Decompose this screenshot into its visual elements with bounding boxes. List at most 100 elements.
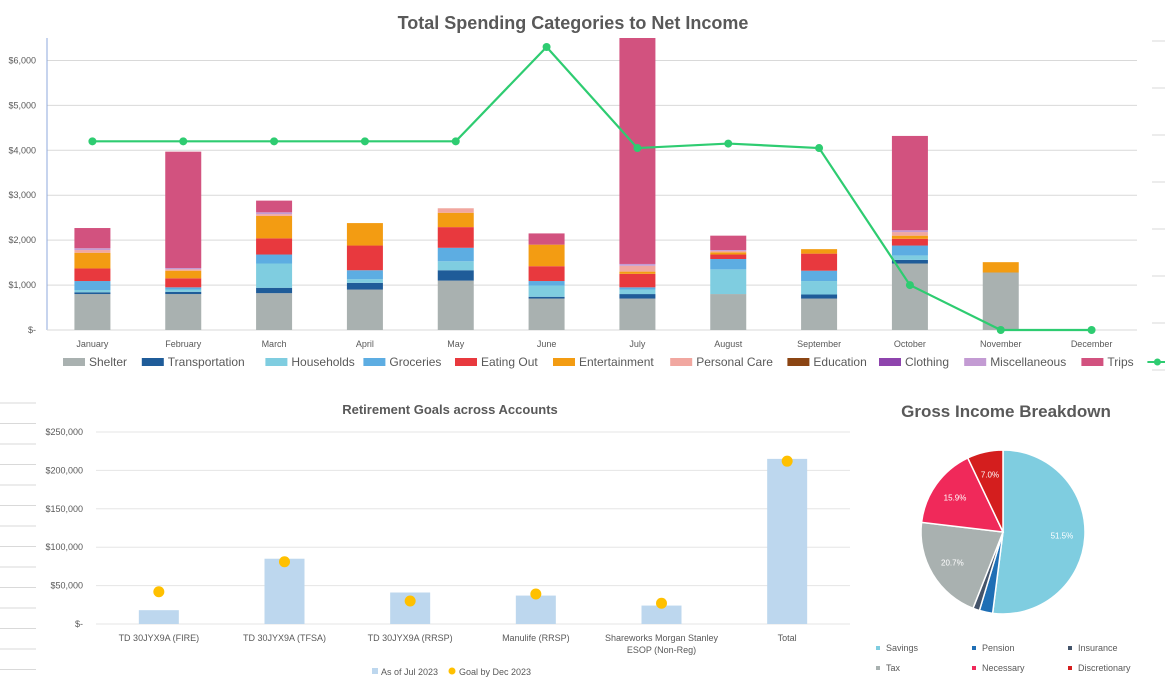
spending-bar-segment	[528, 298, 565, 330]
spending-bar-segment	[437, 227, 474, 248]
income-legend-swatch	[876, 666, 880, 670]
spending-bar-segment	[891, 245, 928, 256]
spending-bar-segment	[74, 228, 111, 249]
spending-bar-segment	[346, 279, 383, 283]
spending-bar-segment	[982, 262, 1019, 273]
spending-y-tick-label: $5,000	[8, 100, 36, 110]
retirement-x-tick-label: ESOP (Non-Reg)	[627, 645, 696, 655]
spending-x-tick-label: September	[797, 339, 841, 349]
income-legend-swatch	[972, 666, 976, 670]
spending-legend-label: Personal Care	[696, 355, 773, 369]
spending-bar-segment	[710, 250, 747, 251]
net-income-line	[92, 45, 1092, 332]
spending-bar-segment	[165, 287, 202, 290]
spending-bar-segment	[346, 282, 383, 290]
spending-legend-label: Trips	[1107, 355, 1133, 369]
spending-bar-segment	[891, 259, 928, 264]
net-income-point	[905, 281, 914, 290]
spending-bar-segment	[74, 250, 111, 253]
income-legend-label: Tax	[886, 663, 901, 673]
retirement-x-tick-label: TD 30JYX9A (RRSP)	[368, 633, 453, 643]
spending-bar-segment	[74, 294, 111, 330]
spending-bar-segment	[256, 238, 293, 255]
spending-bar-segment	[165, 151, 202, 269]
spending-bar-segment	[256, 254, 293, 264]
spending-bar-segment	[619, 298, 656, 330]
net-income-point	[724, 139, 733, 148]
income-pie-label: 51.5%	[1051, 532, 1074, 541]
spending-bar-segment	[346, 270, 383, 280]
spending-legend-label: Entertainment	[579, 355, 654, 369]
retirement-goal-marker	[153, 586, 165, 598]
spending-bar-segment	[74, 268, 111, 282]
income-pie-label: 15.9%	[944, 494, 967, 503]
net-income-point	[360, 137, 369, 146]
spending-bar-segment	[710, 235, 747, 251]
spending-bar-segment	[891, 232, 928, 236]
spending-y-tick-label: $2,000	[8, 235, 36, 245]
retirement-goal-marker	[279, 556, 290, 568]
net-income-point	[542, 42, 551, 51]
retirement-x-tick-label: Manulife (RRSP)	[502, 633, 570, 643]
spending-bar-segment	[619, 271, 656, 274]
income-legend-swatch	[972, 646, 976, 650]
spending-x-tick-label: February	[165, 339, 202, 349]
income-legend-label: Necessary	[982, 663, 1025, 673]
retirement-y-tick-label: $100,000	[45, 542, 83, 552]
spending-y-tick-label: $1,000	[8, 280, 36, 290]
spending-bar-segment	[256, 214, 293, 216]
spending-x-tick-label: July	[629, 339, 646, 349]
income-pie-slice	[966, 449, 1004, 533]
retirement-legend-label: As of Jul 2023	[381, 667, 438, 677]
retirement-y-tick-label: $250,000	[45, 427, 83, 437]
retirement-account-bar	[641, 605, 682, 624]
retirement-legend-label: Goal by Dec 2023	[459, 667, 531, 677]
spending-bar-segment	[165, 291, 202, 295]
spending-bar-segment	[437, 247, 474, 262]
spending-legend-label: Miscellaneous	[990, 355, 1066, 369]
net-income-point	[451, 137, 460, 146]
spending-legend-swatch	[455, 358, 477, 366]
spending-bar-segment	[801, 249, 838, 254]
retirement-account-bar	[767, 458, 808, 624]
spending-bar-segment	[346, 289, 383, 330]
spending-bar-segment	[437, 280, 474, 330]
spending-bar-segment	[619, 263, 656, 266]
spending-bar-segment	[891, 238, 928, 246]
spending-bar-segment	[74, 290, 111, 293]
spending-bar-segment	[256, 263, 293, 288]
retirement-y-tick-label: $-	[75, 619, 83, 629]
spending-legend-label: Education	[813, 355, 866, 369]
spending-bar-segment	[74, 292, 111, 295]
spending-bar-segment	[256, 200, 293, 213]
spending-bar-segment	[891, 230, 928, 233]
spending-bar-segment	[528, 281, 565, 286]
spending-chart-title: Total Spending Categories to Net Income	[398, 13, 749, 33]
spending-bar-segment	[801, 281, 838, 295]
spending-bar-segment	[437, 208, 474, 213]
spending-legend-label: Groceries	[389, 355, 441, 369]
spending-bar-segment	[710, 294, 747, 330]
spending-legend-swatch	[787, 358, 810, 366]
spending-legend-swatch	[879, 358, 901, 366]
spending-legend-label: Eating Out	[481, 355, 538, 369]
retirement-account-bar	[515, 595, 556, 624]
net-income-point	[633, 144, 642, 153]
spending-x-tick-label: August	[714, 339, 743, 349]
spending-bar-segment	[891, 235, 928, 239]
spending-bar-segment	[619, 287, 656, 290]
spending-bar-segment	[437, 261, 474, 271]
spending-x-tick-label: January	[76, 339, 109, 349]
spending-bar-segment	[256, 212, 293, 215]
income-pie-slice	[920, 456, 1005, 533]
spending-legend-swatch	[63, 358, 85, 366]
spending-bar-segment	[710, 269, 747, 295]
retirement-y-tick-label: $50,000	[50, 581, 83, 591]
spending-y-tick-label: $6,000	[8, 55, 36, 65]
spending-bar-segment	[619, 289, 656, 295]
spending-x-tick-label: May	[447, 339, 465, 349]
spending-bar-segment	[346, 245, 383, 271]
spending-x-tick-label: March	[262, 339, 287, 349]
spending-bar-segment	[891, 135, 928, 231]
